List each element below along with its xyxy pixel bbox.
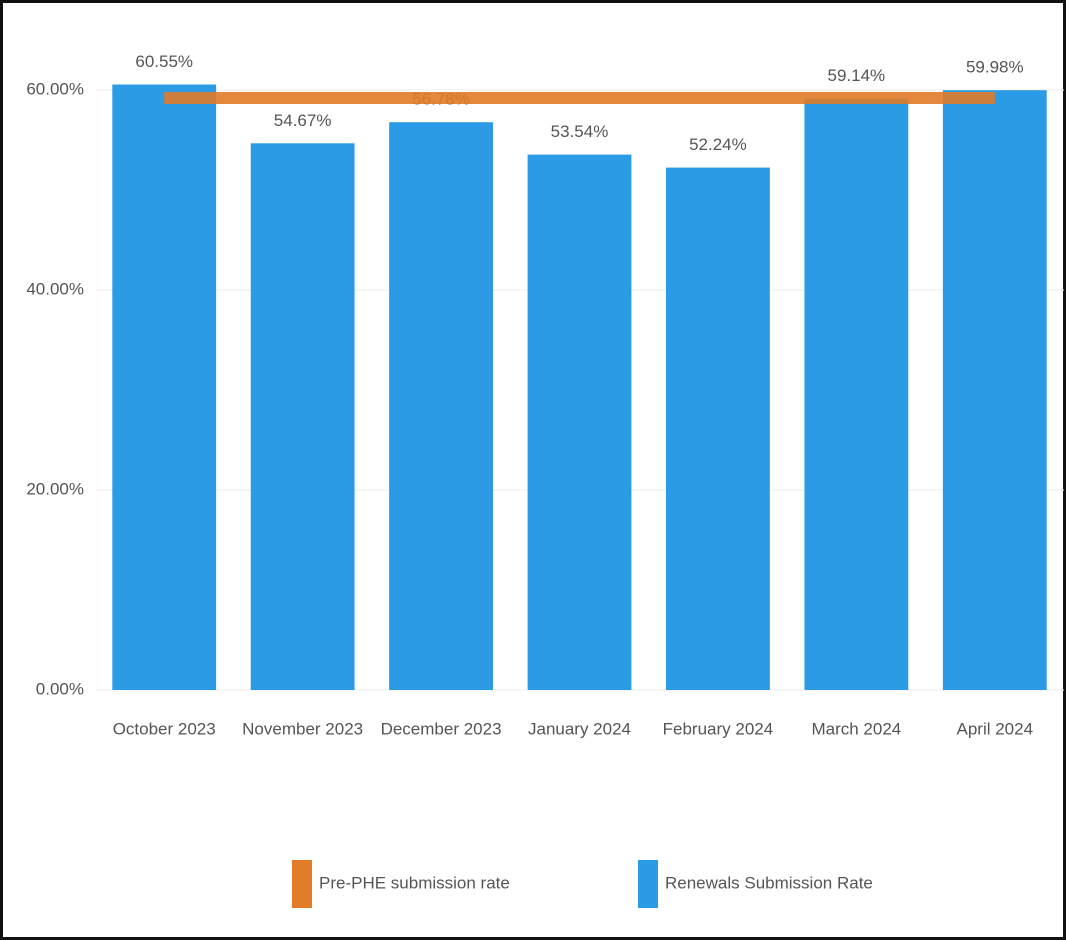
legend-swatch	[638, 860, 658, 908]
data-label: 60.55%	[135, 52, 193, 71]
x-tick-label: March 2024	[811, 719, 901, 738]
y-tick-label: 0.00%	[36, 679, 84, 698]
legend-label: Pre-PHE submission rate	[319, 873, 510, 892]
x-tick-label: January 2024	[528, 719, 631, 738]
data-label: 59.14%	[828, 66, 886, 85]
x-tick-label: February 2024	[663, 719, 774, 738]
bar	[942, 90, 1047, 690]
legend-label: Renewals Submission Rate	[665, 873, 873, 892]
bar	[804, 98, 909, 691]
data-label: 52.24%	[689, 135, 747, 154]
legend-swatch	[292, 860, 312, 908]
data-label: 54.67%	[274, 111, 332, 130]
bar	[112, 84, 217, 690]
y-tick-label: 60.00%	[26, 79, 84, 98]
data-label: 53.54%	[551, 122, 609, 141]
bar	[666, 167, 770, 691]
bar	[527, 154, 632, 691]
x-tick-label: November 2023	[242, 719, 363, 738]
x-tick-label: December 2023	[381, 719, 502, 738]
data-label: 59.98%	[966, 58, 1024, 77]
x-tick-label: April 2024	[957, 719, 1034, 738]
bar	[389, 122, 493, 690]
bar	[250, 143, 355, 691]
x-tick-label: October 2023	[113, 719, 216, 738]
y-tick-label: 40.00%	[26, 279, 84, 298]
y-tick-label: 20.00%	[26, 479, 84, 498]
